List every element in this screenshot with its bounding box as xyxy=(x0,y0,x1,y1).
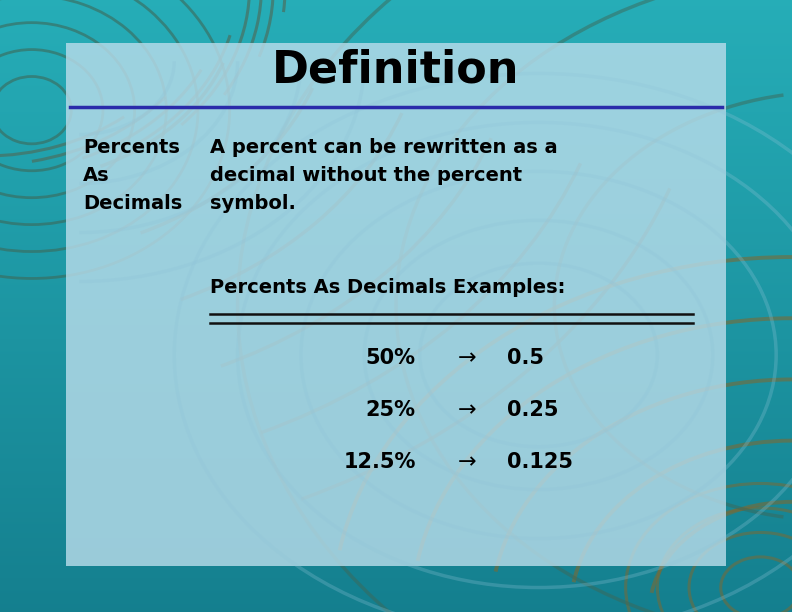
Text: →: → xyxy=(458,400,477,420)
Text: Percents As Decimals Examples:: Percents As Decimals Examples: xyxy=(210,278,565,297)
Text: →: → xyxy=(458,452,477,472)
Text: 25%: 25% xyxy=(366,400,416,420)
Text: 0.125: 0.125 xyxy=(507,452,573,472)
Text: Definition: Definition xyxy=(272,49,520,92)
Text: 0.5: 0.5 xyxy=(507,348,544,368)
FancyBboxPatch shape xyxy=(66,43,726,566)
Text: 0.25: 0.25 xyxy=(507,400,558,420)
Text: A percent can be rewritten as a
decimal without the percent
symbol.: A percent can be rewritten as a decimal … xyxy=(210,138,558,213)
Text: 12.5%: 12.5% xyxy=(344,452,416,472)
Text: →: → xyxy=(458,348,477,368)
Text: 50%: 50% xyxy=(366,348,416,368)
Text: Percents
As
Decimals: Percents As Decimals xyxy=(83,138,182,213)
